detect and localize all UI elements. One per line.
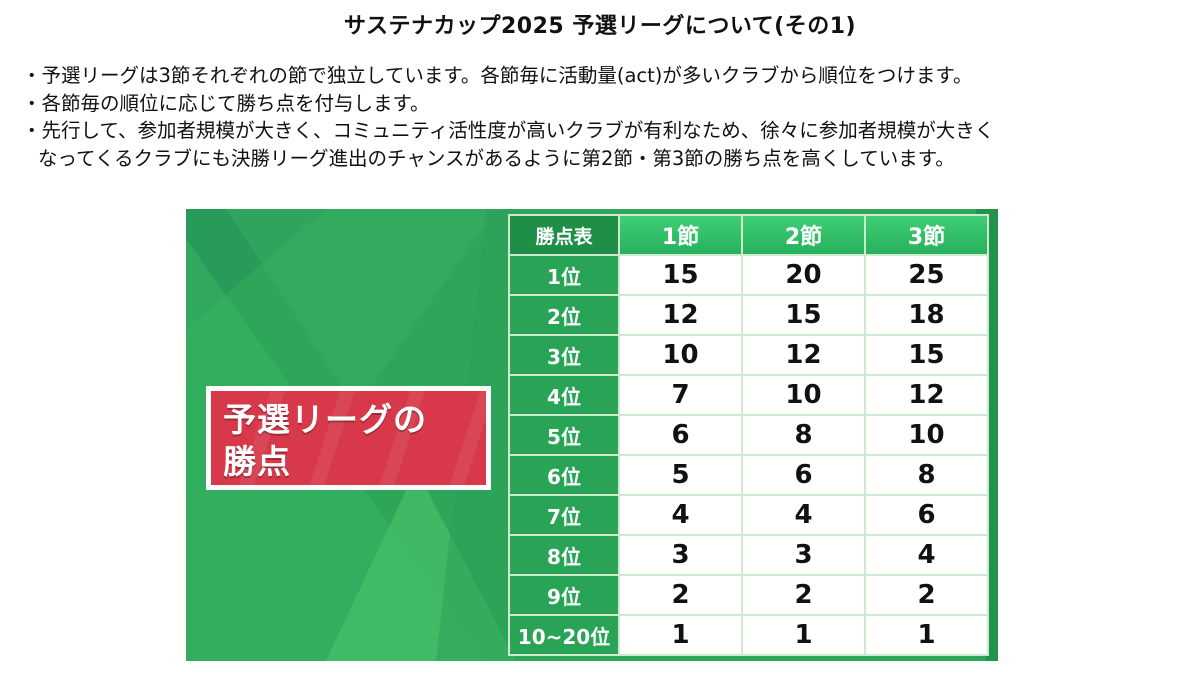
points-cell: 12 — [620, 296, 741, 334]
points-cell: 12 — [866, 376, 987, 414]
points-cell: 6 — [866, 496, 987, 534]
points-cell: 5 — [620, 456, 741, 494]
points-cell: 6 — [620, 416, 741, 454]
table-row: 5位 6 8 10 — [510, 416, 987, 454]
points-cell: 4 — [743, 496, 864, 534]
bullet-item: ・各節毎の順位に応じて勝ち点を付与します。 — [22, 91, 430, 115]
points-cell: 2 — [743, 576, 864, 614]
rank-label: 9位 — [510, 576, 618, 614]
points-cell: 15 — [743, 296, 864, 334]
points-cell: 1 — [743, 616, 864, 654]
points-cell: 12 — [743, 336, 864, 374]
points-cell: 1 — [866, 616, 987, 654]
points-cell: 4 — [620, 496, 741, 534]
points-panel: 予選リーグの 勝点 勝点表 1節 2節 3節 1位 15 20 25 2位 12… — [186, 209, 998, 661]
points-cell: 3 — [620, 536, 741, 574]
banner-stripe — [436, 391, 486, 485]
points-cell: 1 — [620, 616, 741, 654]
rank-label: 3位 — [510, 336, 618, 374]
points-cell: 8 — [743, 416, 864, 454]
rank-label: 7位 — [510, 496, 618, 534]
rank-label: 10~20位 — [510, 616, 618, 654]
rank-label: 5位 — [510, 416, 618, 454]
table-row: 10~20位 1 1 1 — [510, 616, 987, 654]
table-row: 8位 3 3 4 — [510, 536, 987, 574]
points-cell: 18 — [866, 296, 987, 334]
points-cell: 7 — [620, 376, 741, 414]
points-cell: 15 — [866, 336, 987, 374]
table-row: 2位 12 15 18 — [510, 296, 987, 334]
points-cell: 3 — [743, 536, 864, 574]
table-corner-label: 勝点表 — [510, 216, 618, 254]
points-cell: 20 — [743, 256, 864, 294]
points-cell: 10 — [743, 376, 864, 414]
table-row: 7位 4 4 6 — [510, 496, 987, 534]
rank-label: 8位 — [510, 536, 618, 574]
points-cell: 8 — [866, 456, 987, 494]
points-cell: 4 — [866, 536, 987, 574]
table-row: 6位 5 6 8 — [510, 456, 987, 494]
table-row: 4位 7 10 12 — [510, 376, 987, 414]
column-header: 2節 — [743, 216, 864, 254]
table-row: 1位 15 20 25 — [510, 256, 987, 294]
banner-red: 予選リーグの 勝点 — [211, 391, 486, 485]
points-cell: 2 — [866, 576, 987, 614]
bullet-list: ・予選リーグは3節それぞれの節で独立しています。各節毎に活動量(act)が多いク… — [22, 62, 1182, 172]
rank-label: 4位 — [510, 376, 618, 414]
table-row: 3位 10 12 15 — [510, 336, 987, 374]
points-table: 勝点表 1節 2節 3節 1位 15 20 25 2位 12 15 18 3位 … — [508, 214, 989, 656]
points-cell: 15 — [620, 256, 741, 294]
column-header: 1節 — [620, 216, 741, 254]
panel-background-shapes — [186, 209, 998, 661]
points-cell: 10 — [620, 336, 741, 374]
table-header-row: 勝点表 1節 2節 3節 — [510, 216, 987, 254]
column-header: 3節 — [866, 216, 987, 254]
points-cell: 6 — [743, 456, 864, 494]
banner-card: 予選リーグの 勝点 — [206, 386, 491, 490]
points-cell: 2 — [620, 576, 741, 614]
bullet-item: ・予選リーグは3節それぞれの節で独立しています。各節毎に活動量(act)が多いク… — [22, 64, 973, 87]
table-row: 9位 2 2 2 — [510, 576, 987, 614]
rank-label: 2位 — [510, 296, 618, 334]
rank-label: 1位 — [510, 256, 618, 294]
points-cell: 10 — [866, 416, 987, 454]
bullet-item: ・先行して、参加者規模が大きく、コミュニティ活性度が高いクラブが有利なため、徐々… — [22, 119, 995, 170]
page-title: サステナカップ2025 予選リーグについて(その1) — [343, 14, 857, 39]
rank-label: 6位 — [510, 456, 618, 494]
banner-title: 予選リーグの 勝点 — [223, 400, 427, 481]
points-cell: 25 — [866, 256, 987, 294]
